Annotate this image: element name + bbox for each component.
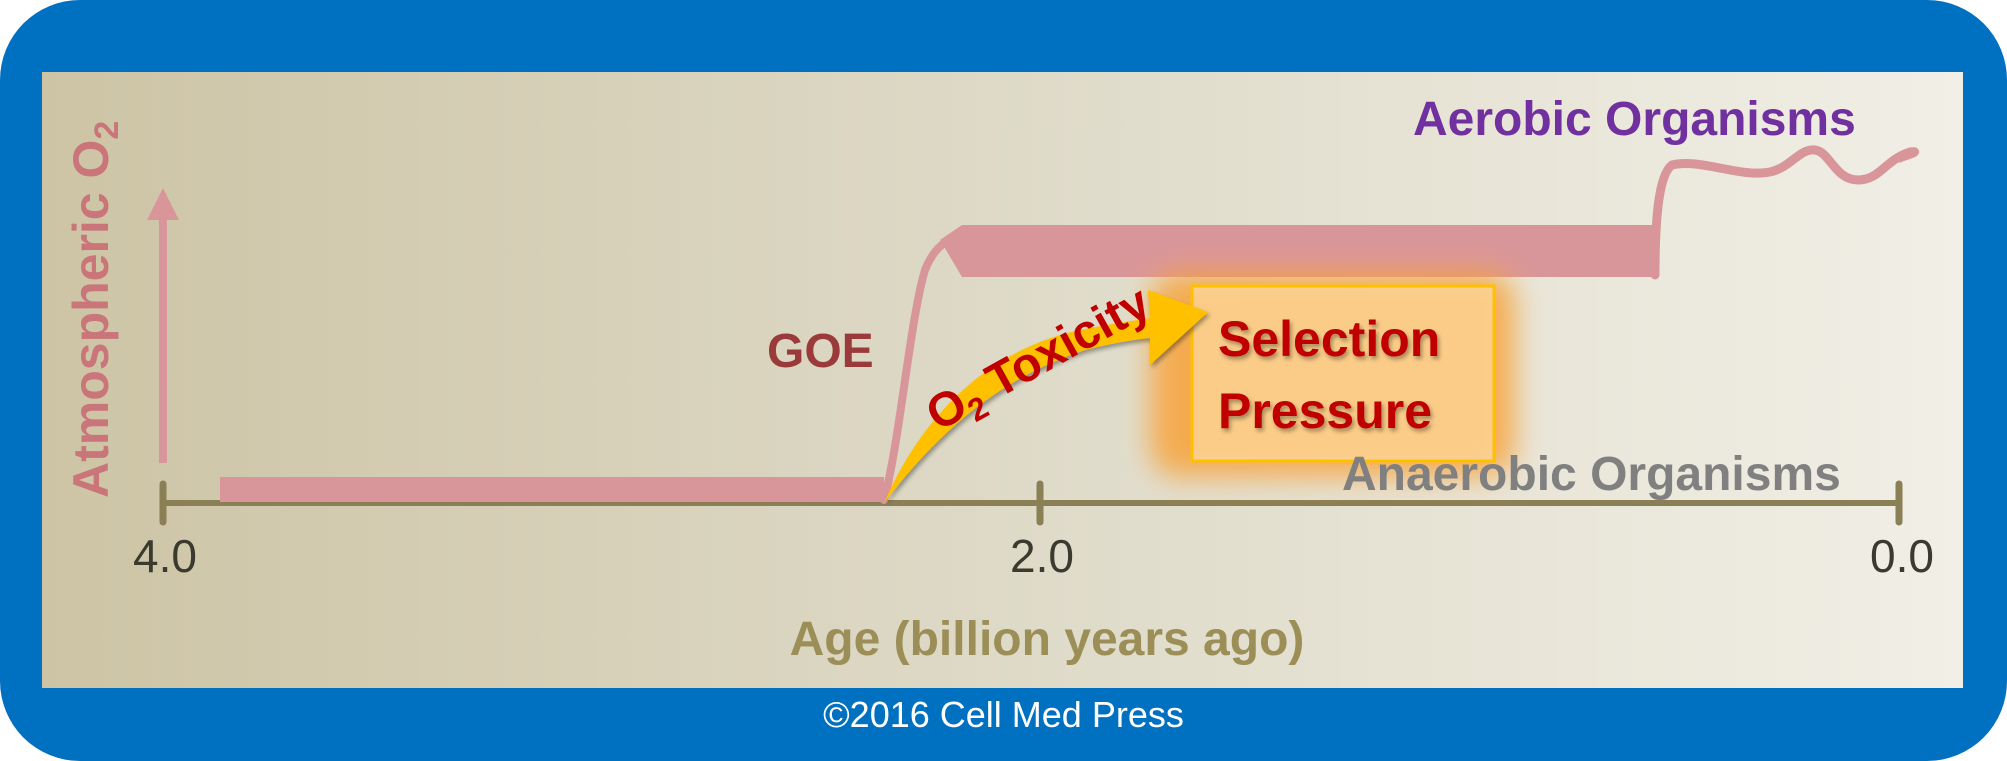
- anaerobic-label: Anaerobic Organisms: [1342, 448, 1841, 501]
- y-axis-arrow: [147, 188, 179, 463]
- o2-high-band: [940, 225, 1655, 277]
- selection-label-line1: Selection: [1218, 311, 1440, 367]
- aerobic-label: Aerobic Organisms: [1413, 93, 1856, 146]
- goe-label: GOE: [767, 325, 874, 378]
- x-tick-label: 4.0: [133, 530, 197, 582]
- x-axis-label: Age (billion years ago): [790, 613, 1305, 666]
- selection-pressure-box: [1150, 272, 1515, 477]
- y-axis-label: Atmospheric O2: [63, 121, 126, 498]
- x-tick-label: 2.0: [1010, 530, 1074, 582]
- toxicity-arrow: [884, 290, 1208, 503]
- copyright-footer: ©2016 Cell Med Press: [823, 694, 1184, 735]
- x-tick-label: 0.0: [1870, 530, 1934, 582]
- selection-label-line2: Pressure: [1218, 383, 1432, 439]
- aerobic-curve: [1650, 145, 1919, 280]
- o2-low-band: [220, 477, 884, 502]
- x-axis: [159, 480, 1903, 526]
